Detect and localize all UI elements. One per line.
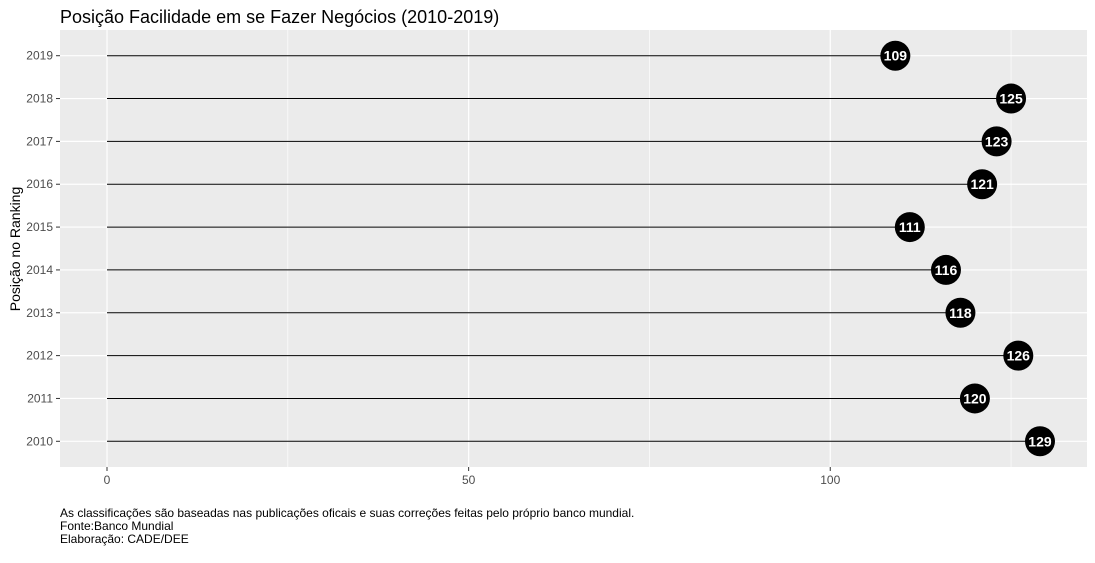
lollipop-point [959, 383, 990, 414]
y-tick-label: 2013 [26, 306, 53, 320]
lollipop-point [880, 40, 911, 71]
point-value-label: 126 [1007, 348, 1031, 364]
y-tick-label: 2017 [26, 134, 53, 148]
lollipop-point [967, 169, 998, 200]
caption-source: Fonte:Banco Mundial [60, 519, 174, 533]
y-tick-label: 2011 [27, 391, 53, 405]
lollipop-point [1003, 340, 1034, 371]
y-tick-labels: 2010 2011 2012 2013 2014 2015 2016 2017 2018 2019 [26, 49, 60, 448]
x-tick-label: 50 [462, 473, 476, 487]
caption-author: Elaboração: CADE/DEE [60, 532, 189, 546]
y-tick-label: 2016 [26, 177, 53, 191]
lollipop-point [894, 212, 925, 243]
lollipop-point [1024, 426, 1055, 457]
point-value-label: 116 [935, 262, 958, 278]
y-tick-label: 2018 [26, 92, 53, 106]
y-tick-label: 2019 [26, 49, 53, 63]
point-value-label: 121 [970, 176, 994, 192]
lollipop-point [981, 126, 1012, 157]
point-value-label: 109 [884, 48, 908, 64]
y-tick-label: 2014 [26, 263, 53, 277]
x-tick-label: 0 [104, 473, 111, 487]
data-marks: 129 120 126 118 116 111 121 123 125 109 [107, 40, 1055, 457]
lollipop-point [930, 254, 961, 285]
y-axis-title: Posição no Ranking [7, 187, 23, 312]
point-value-label: 129 [1028, 433, 1052, 449]
plot-panel [60, 30, 1087, 467]
point-value-label: 111 [899, 219, 921, 235]
x-tick-labels: 0 50 100 [104, 467, 841, 487]
x-tick-label: 100 [820, 473, 840, 487]
caption-note: As classificações são baseadas nas publi… [60, 506, 635, 520]
y-tick-label: 2010 [26, 434, 53, 448]
chart-title: Posição Facilidade em se Fazer Negócios … [60, 7, 499, 27]
point-value-label: 123 [985, 133, 1009, 149]
point-value-label: 120 [963, 390, 987, 406]
y-tick-label: 2012 [26, 349, 53, 363]
lollipop-point [945, 297, 976, 328]
chart-caption: As classificações são baseadas nas publi… [60, 507, 634, 546]
point-value-label: 125 [999, 91, 1023, 107]
point-value-label: 118 [949, 305, 972, 321]
lollipop-point [996, 83, 1027, 114]
y-tick-label: 2015 [26, 220, 53, 234]
